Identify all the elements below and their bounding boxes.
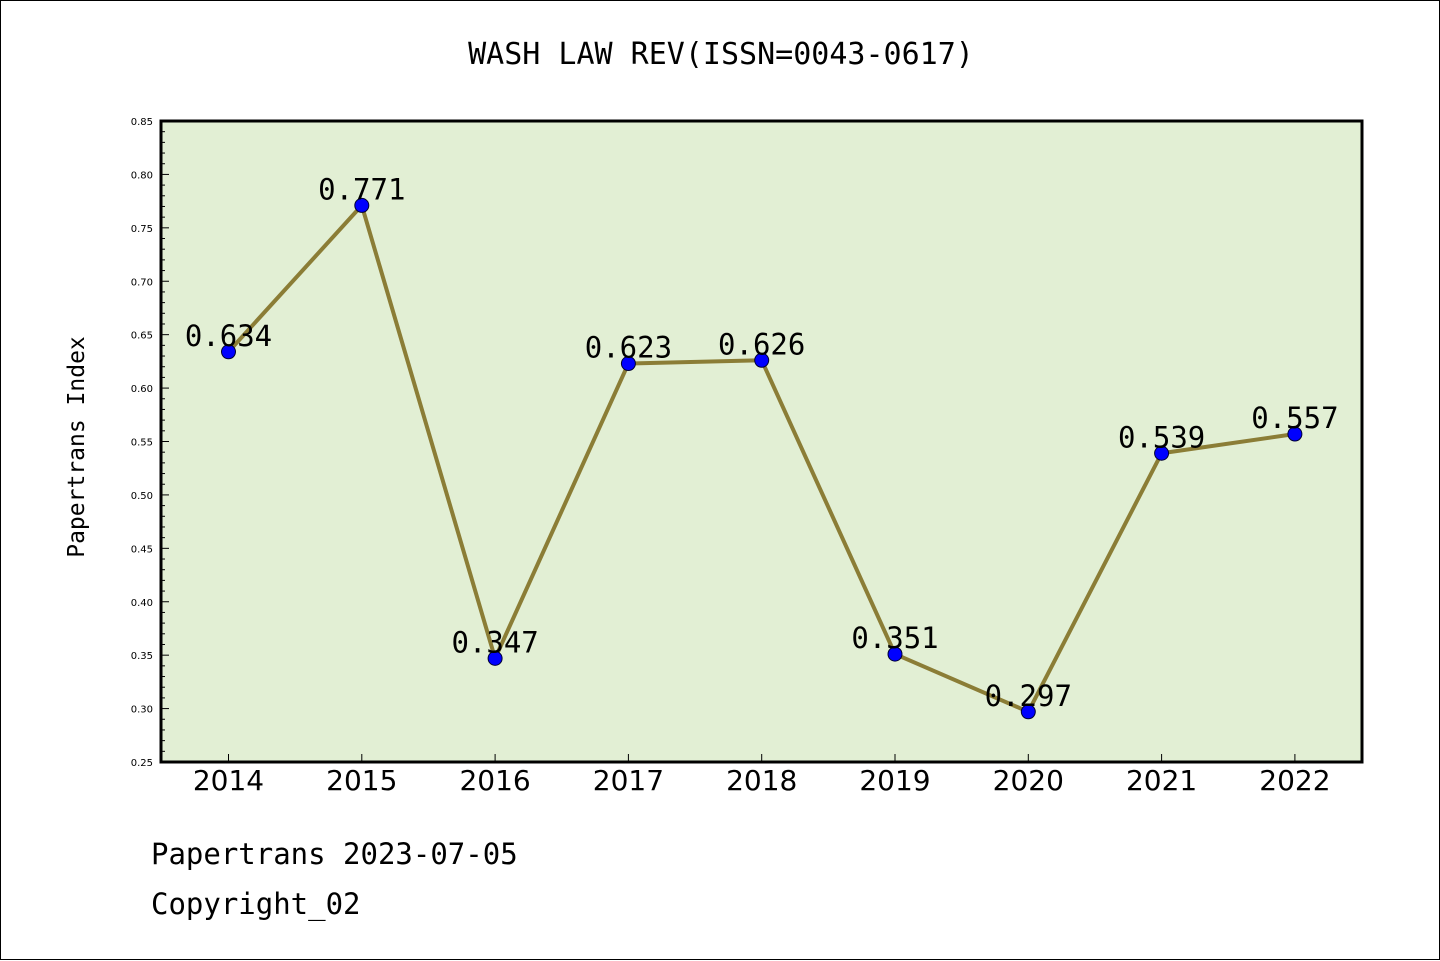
data-labels: 0.634 0.771 0.347 0.623 0.626 0.351 0.297 0.539… <box>185 172 1339 712</box>
y-tick-label: 0.40 <box>131 598 153 609</box>
y-tick-label: 0.65 <box>131 331 153 342</box>
data-label: 0.347 <box>451 625 538 659</box>
y-tick-label: 0.35 <box>131 651 153 662</box>
x-tick-label: 2014 <box>193 764 264 797</box>
data-point-marker <box>354 197 370 213</box>
data-label: 0.557 <box>1251 401 1338 435</box>
data-label: 0.634 <box>185 319 272 353</box>
plot-area <box>161 121 1362 762</box>
x-tick-label: 2020 <box>993 764 1064 797</box>
data-point-marker <box>487 650 503 666</box>
data-point-marker <box>1020 704 1036 720</box>
data-label: 0.351 <box>851 621 938 655</box>
plot-frame <box>159 119 1364 764</box>
data-point-marker <box>221 344 236 360</box>
data-point-marker <box>620 356 636 372</box>
x-tick-label: 2019 <box>859 764 930 797</box>
data-point-marker <box>754 352 770 368</box>
y-tick-label: 0.70 <box>131 277 153 288</box>
y-tick-label: 0.45 <box>131 544 153 555</box>
footer-copyright: Copyright_02 <box>151 887 361 921</box>
data-label: 0.771 <box>318 172 405 206</box>
y-tick-label: 0.50 <box>131 491 153 502</box>
x-tick-label: 2017 <box>593 764 664 797</box>
y-tick-label: 0.30 <box>131 705 153 716</box>
data-label: 0.626 <box>718 327 805 361</box>
data-point-marker <box>1154 445 1170 461</box>
series-markers <box>221 197 1303 720</box>
y-axis-ticks: 0.25 0.30 0.35 0.40 0.45 0.50 0.55 0.60 0.65 0.70… <box>131 117 169 769</box>
y-tick-label: 0.60 <box>131 384 153 395</box>
data-point-marker <box>887 646 903 662</box>
data-point-marker <box>1287 426 1303 442</box>
x-tick-label: 2018 <box>726 764 797 797</box>
footer-source-date: Papertrans 2023-07-05 <box>151 837 518 871</box>
x-axis-ticks: 2014 2015 2016 2017 2018 2019 2020 2021 2022 <box>193 754 1331 797</box>
x-tick-label: 2021 <box>1126 764 1197 797</box>
x-tick-label: 2016 <box>459 764 530 797</box>
y-tick-label: 0.80 <box>131 170 153 181</box>
data-label: 0.539 <box>1118 420 1205 454</box>
data-label: 0.623 <box>585 331 672 365</box>
y-tick-label: 0.75 <box>131 224 153 235</box>
x-tick-label: 2015 <box>326 764 397 797</box>
y-tick-label: 0.55 <box>131 438 153 449</box>
data-label: 0.297 <box>985 679 1072 713</box>
y-tick-label: 0.85 <box>131 117 153 128</box>
x-tick-label: 2022 <box>1259 764 1330 797</box>
chart-title: WASH LAW REV(ISSN=0043-0617) <box>468 37 974 72</box>
y-tick-label: 0.25 <box>131 758 153 769</box>
